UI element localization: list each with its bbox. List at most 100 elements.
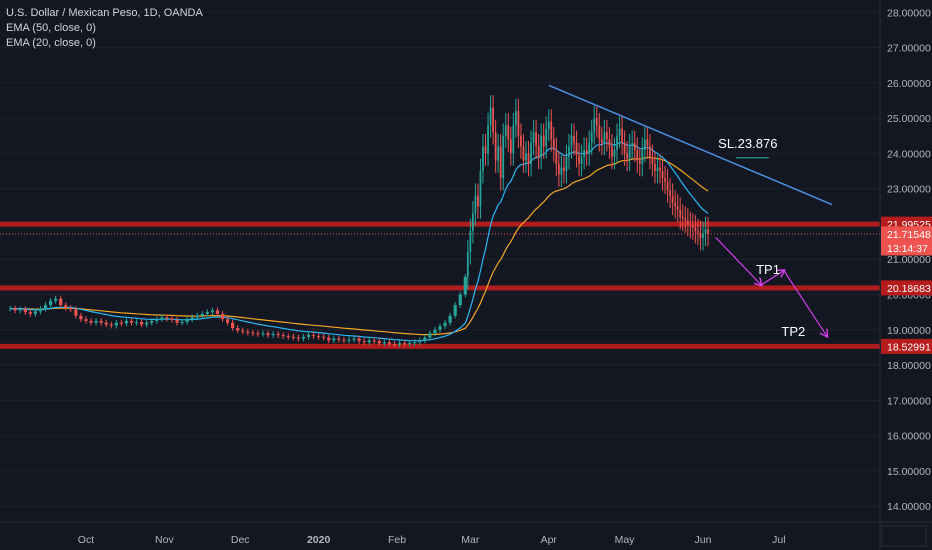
candle-body — [583, 149, 586, 157]
candle — [28, 309, 32, 317]
candle — [64, 302, 68, 311]
candle — [327, 334, 331, 344]
candle-body — [641, 149, 644, 165]
candle — [48, 298, 53, 308]
candle — [598, 112, 601, 152]
candle-body — [271, 334, 275, 336]
candle — [109, 321, 113, 329]
candle-body — [699, 232, 702, 239]
candle-body — [547, 121, 550, 129]
candle-body — [466, 252, 469, 277]
candle — [215, 307, 220, 317]
candle — [580, 144, 583, 177]
drawings: SL.23.876 TP1 TP2 — [548, 84, 833, 339]
candle — [220, 311, 225, 323]
candle-body — [684, 218, 687, 221]
candle — [613, 137, 616, 170]
candle-body — [573, 135, 575, 143]
candle-body — [9, 308, 11, 310]
candle — [225, 316, 230, 326]
x-tick-label: Jul — [772, 534, 785, 546]
indicator-ema-20[interactable]: EMA (20, close, 0) — [6, 37, 96, 49]
candle-body — [89, 320, 93, 323]
candle — [347, 336, 351, 344]
candle-body — [489, 107, 492, 126]
candle — [205, 309, 209, 317]
candle-body — [671, 195, 674, 203]
candle — [654, 151, 656, 184]
indicator-ema-50[interactable]: EMA (50, close, 0) — [6, 22, 96, 34]
candle-body — [598, 125, 601, 140]
candle — [54, 295, 58, 304]
candle-body — [59, 298, 63, 306]
candle — [342, 336, 346, 344]
candle — [590, 119, 593, 156]
candle-body — [659, 167, 661, 172]
candle — [512, 112, 515, 166]
candle-body — [225, 319, 230, 323]
candle-body — [575, 142, 578, 156]
candle — [448, 312, 452, 326]
candle — [621, 116, 623, 156]
candle — [616, 123, 618, 163]
candle-body — [418, 340, 422, 343]
candle — [13, 305, 17, 314]
candle — [661, 158, 664, 191]
candle — [261, 330, 265, 337]
candle — [180, 319, 184, 326]
candle-body — [104, 322, 108, 325]
candle-body — [48, 300, 53, 306]
candle — [397, 340, 402, 348]
ema-50-line — [10, 156, 709, 336]
candle — [33, 308, 38, 317]
candle — [170, 315, 174, 323]
candle-body — [281, 335, 285, 337]
candle — [271, 331, 275, 338]
candle — [509, 126, 512, 166]
candle-body — [190, 317, 194, 320]
candle-body — [507, 125, 510, 140]
candle — [575, 130, 578, 168]
candle-body — [241, 330, 245, 332]
candle-body — [552, 139, 555, 150]
candle-body — [707, 229, 709, 234]
y-tick-label: 19.00000 — [887, 325, 931, 337]
candle — [241, 327, 245, 335]
candle-body — [474, 195, 477, 214]
candle — [256, 330, 260, 337]
candle-body — [704, 229, 707, 234]
level-badge-1 — [881, 280, 932, 296]
candle — [145, 319, 149, 328]
candle-body — [119, 322, 123, 324]
candle — [583, 137, 586, 170]
candle — [246, 328, 250, 336]
candle — [517, 98, 520, 149]
candle-body — [484, 146, 487, 154]
candle-body — [69, 307, 73, 310]
candle-body — [160, 317, 164, 320]
candle-body — [570, 135, 573, 147]
candle — [129, 318, 134, 326]
candle-body — [453, 305, 457, 316]
candle-body — [322, 336, 326, 338]
candle-body — [580, 156, 583, 165]
candle-body — [342, 339, 346, 341]
candle-body — [33, 311, 38, 314]
candle — [535, 119, 537, 159]
candle-body — [231, 322, 235, 329]
candle — [643, 126, 646, 163]
candle-body — [140, 322, 144, 325]
x-tick-label: Feb — [388, 534, 406, 546]
candle — [514, 98, 517, 138]
candle — [301, 334, 306, 342]
candle — [636, 137, 639, 173]
candle-body — [532, 132, 535, 143]
candle-body — [651, 156, 654, 165]
candle — [697, 218, 699, 246]
candle-body — [175, 319, 179, 323]
candle — [689, 211, 692, 239]
y-tick-label: 25.00000 — [887, 113, 931, 125]
candle-body — [600, 139, 603, 143]
candle — [694, 215, 697, 244]
